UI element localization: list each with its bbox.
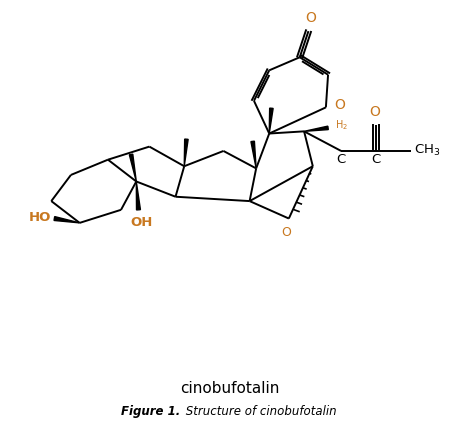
Polygon shape	[54, 216, 79, 223]
Text: O: O	[304, 11, 315, 24]
Text: Structure of cinobufotalin: Structure of cinobufotalin	[182, 405, 336, 418]
Polygon shape	[269, 108, 273, 133]
Polygon shape	[251, 141, 256, 168]
Text: OH: OH	[130, 216, 152, 229]
Polygon shape	[184, 139, 188, 166]
Text: C: C	[336, 153, 345, 166]
Polygon shape	[129, 154, 136, 181]
Text: HO: HO	[29, 211, 51, 224]
Text: H$_2$: H$_2$	[334, 119, 347, 132]
Polygon shape	[303, 126, 328, 131]
Text: O: O	[369, 105, 380, 119]
Text: O: O	[334, 98, 345, 112]
Text: CH$_3$: CH$_3$	[414, 143, 440, 158]
Text: Figure 1.: Figure 1.	[120, 405, 179, 418]
Polygon shape	[136, 181, 140, 210]
Text: cinobufotalin: cinobufotalin	[180, 381, 279, 396]
Text: O: O	[281, 226, 291, 239]
Text: C: C	[370, 153, 380, 166]
